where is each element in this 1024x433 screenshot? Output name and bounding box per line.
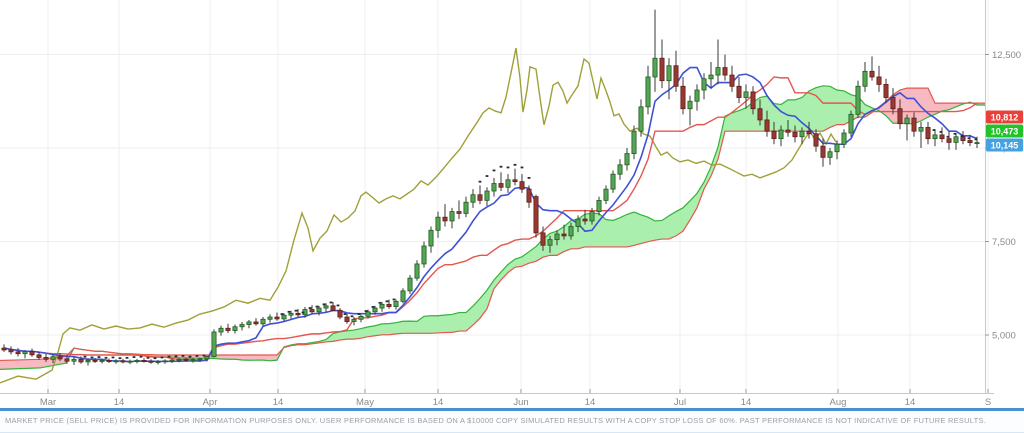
upper-band-tag: 10,812 xyxy=(986,110,1023,124)
svg-text:14: 14 xyxy=(114,397,125,408)
svg-text:12,500: 12,500 xyxy=(992,50,1021,61)
senkou-a-line xyxy=(0,85,985,371)
x-axis: Mar 14 Apr 14 May 14 Jun 14 Jul 14 Aug 14 S xyxy=(0,389,994,408)
svg-text:Jun: Jun xyxy=(513,397,528,408)
sar-dots xyxy=(83,129,978,360)
lower-band-tag: 10,473 xyxy=(986,124,1023,138)
svg-text:14: 14 xyxy=(905,397,916,408)
svg-text:14: 14 xyxy=(273,397,284,408)
svg-text:7,500: 7,500 xyxy=(992,237,1016,248)
svg-text:Jul: Jul xyxy=(674,397,686,408)
price-tags: 10,812 10,473 10,145 xyxy=(986,110,1023,152)
svg-text:Aug: Aug xyxy=(830,397,847,408)
svg-text:14: 14 xyxy=(741,397,752,408)
sell-price-tag: 10,145 xyxy=(986,138,1023,152)
svg-text:10,145: 10,145 xyxy=(991,141,1019,151)
svg-text:May: May xyxy=(356,397,374,408)
disclaimer-text: MARKET PRICE (SELL PRICE) IS PROVIDED FO… xyxy=(5,416,987,425)
senkou-b-line xyxy=(0,87,985,362)
svg-text:14: 14 xyxy=(433,397,444,408)
svg-text:10,812: 10,812 xyxy=(991,112,1019,122)
svg-text:14: 14 xyxy=(585,397,596,408)
svg-text:Mar: Mar xyxy=(40,397,56,408)
disclaimer-bar: MARKET PRICE (SELL PRICE) IS PROVIDED FO… xyxy=(0,408,1024,433)
svg-text:Apr: Apr xyxy=(203,397,218,408)
svg-text:S: S xyxy=(985,397,991,408)
svg-text:5,000: 5,000 xyxy=(992,331,1016,342)
candles xyxy=(1,9,980,366)
benchmark-olive-line xyxy=(0,48,837,384)
ichimoku-cloud xyxy=(0,85,985,370)
chart-svg: Mar 14 Apr 14 May 14 Jun 14 Jul 14 Aug 14 S 12,500 10,… xyxy=(0,0,1023,408)
price-chart[interactable]: Mar 14 Apr 14 May 14 Jun 14 Jul 14 Aug 14 S 12,500 10,… xyxy=(0,0,1024,408)
kijun-line xyxy=(3,76,978,362)
svg-text:10,473: 10,473 xyxy=(991,126,1019,136)
